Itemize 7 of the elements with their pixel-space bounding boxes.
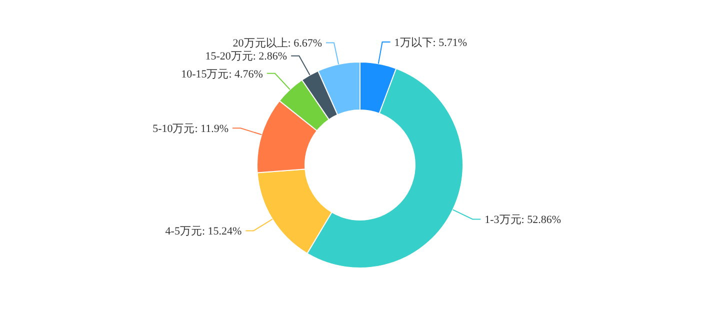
slice-label: 1万以下: 5.71% xyxy=(394,36,468,49)
slice-label: 4-5万元: 15.24% xyxy=(165,226,242,238)
slice-label: 10-15万元: 4.76% xyxy=(181,68,263,80)
slice-label: 20万元以上: 6.67% xyxy=(232,36,322,50)
slice-label: 15-20万元: 2.86% xyxy=(205,50,288,63)
slice-label: 5-10万元: 11.9% xyxy=(152,123,229,136)
slice-label: 1-3万元: 52.86% xyxy=(484,214,562,226)
